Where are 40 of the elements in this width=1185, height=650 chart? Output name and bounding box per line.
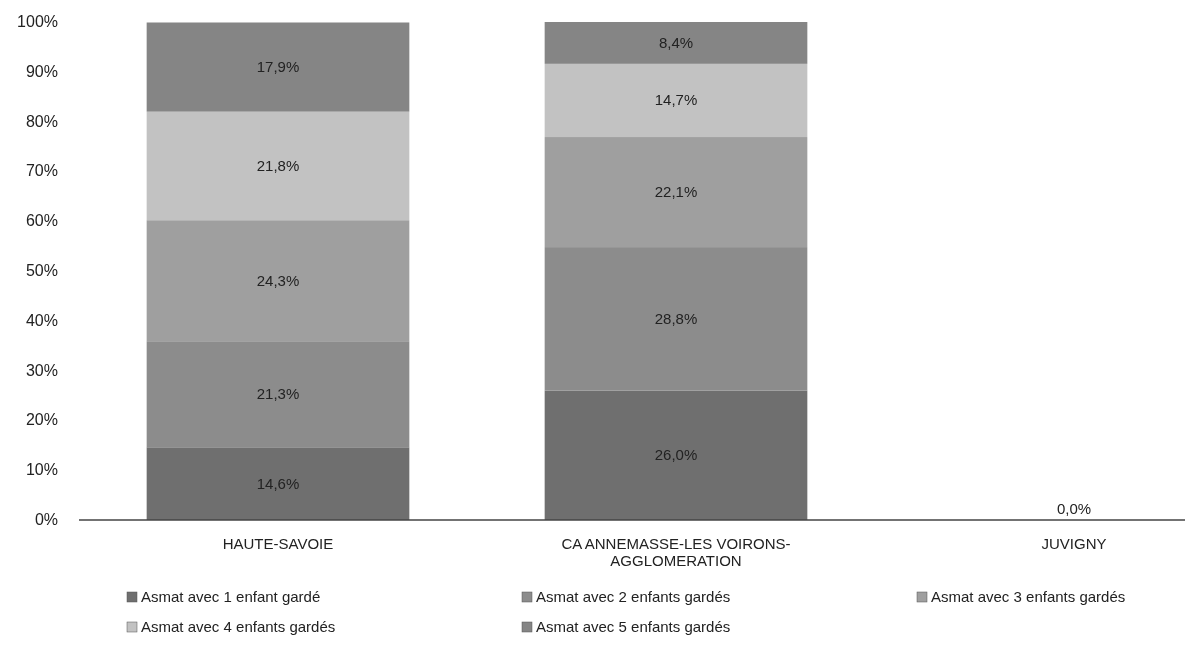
bar	[544, 22, 808, 64]
data-label: 22,1%	[654, 183, 698, 201]
legend-label: Asmat avec 2 enfants gardés	[536, 588, 731, 605]
bar	[544, 137, 808, 248]
x-tick-label: JUVIGNY	[1041, 535, 1107, 552]
legend-label: Asmat avec 4 enfants gardés	[141, 618, 336, 635]
y-tick-label: 90%	[25, 62, 58, 80]
data-label: 21,3%	[256, 385, 300, 403]
x-tick-label: CA ANNEMASSE-LES VOIRONS-AGGLOMERATION	[561, 535, 791, 569]
y-tick-label: 20%	[25, 411, 58, 429]
legend-label: Asmat avec 5 enfants gardés	[536, 618, 731, 635]
y-tick-label: 70%	[25, 162, 58, 180]
y-tick-label: 50%	[25, 262, 58, 279]
data-label: 28,8%	[654, 309, 698, 327]
bar	[146, 220, 410, 342]
bar	[146, 22, 410, 112]
bar	[146, 447, 410, 520]
x-tick-label: HAUTE-SAVOIE	[222, 535, 334, 552]
bar	[544, 390, 808, 520]
data-label: 14,7%	[654, 91, 698, 109]
y-tick-label: 80%	[25, 112, 58, 130]
y-tick-label: 40%	[25, 311, 58, 329]
legend-label: Asmat avec 1 enfant gardé	[141, 588, 321, 605]
y-tick-label: 30%	[25, 361, 58, 379]
bar	[146, 341, 410, 448]
data-label: 24,3%	[256, 271, 300, 289]
bar	[544, 63, 808, 138]
y-tick-label: 100%	[17, 13, 58, 30]
y-tick-label: 10%	[25, 461, 58, 479]
y-tick-label: 0%	[34, 511, 58, 528]
y-tick-label: 60%	[25, 212, 58, 230]
data-label: 17,9%	[256, 58, 300, 76]
data-label: 21,8%	[256, 156, 300, 174]
legend-label: Asmat avec 3 enfants gardés	[931, 588, 1126, 605]
bar	[544, 247, 808, 391]
data-label: 14,6%	[256, 474, 300, 492]
data-label: 8,4%	[658, 33, 694, 51]
data-label: 0,0%	[1056, 500, 1092, 517]
data-label: 26,0%	[654, 446, 698, 464]
bar	[146, 111, 410, 221]
